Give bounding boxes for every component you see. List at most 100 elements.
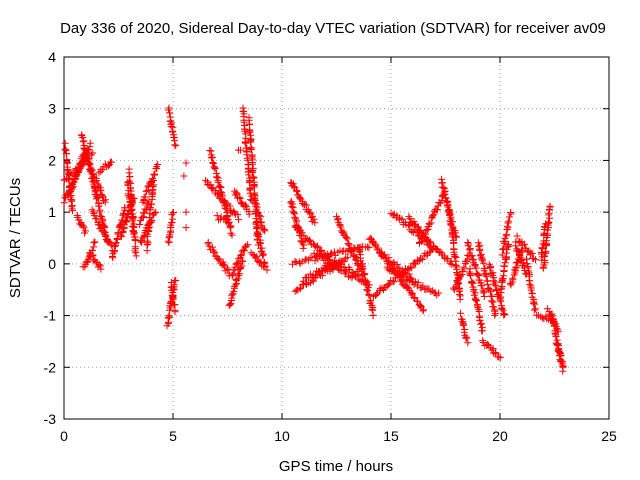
data-point	[414, 279, 422, 287]
data-point	[314, 250, 322, 258]
data-point	[472, 297, 480, 305]
data-point	[496, 354, 504, 362]
data-point	[444, 201, 452, 209]
data-point	[253, 229, 261, 237]
data-point	[95, 260, 103, 268]
data-point	[503, 222, 511, 230]
data-point	[69, 179, 77, 187]
data-point	[361, 277, 369, 285]
data-point	[121, 204, 129, 212]
x-tick-label: 25	[601, 428, 617, 444]
x-tick-label: 5	[169, 428, 177, 444]
data-point	[351, 272, 359, 280]
data-point	[132, 249, 140, 257]
data-point	[254, 208, 262, 216]
data-point	[364, 284, 372, 292]
data-point	[316, 250, 324, 258]
data-point	[101, 233, 109, 241]
data-point	[459, 321, 467, 329]
data-point	[67, 196, 75, 204]
data-point	[399, 272, 407, 280]
data-point	[290, 210, 298, 218]
data-point	[129, 215, 137, 223]
data-point	[489, 277, 497, 285]
data-point	[180, 172, 188, 180]
data-point	[453, 278, 461, 286]
y-axis-label: SDTVAR / TECUs	[7, 178, 24, 298]
data-point	[557, 356, 565, 364]
data-point	[209, 158, 217, 166]
data-point	[311, 219, 319, 227]
data-point	[414, 297, 422, 305]
data-point	[553, 340, 561, 348]
data-point	[299, 277, 307, 285]
data-point	[480, 292, 488, 300]
data-point	[138, 214, 146, 222]
data-point	[500, 311, 508, 319]
data-point	[424, 237, 432, 245]
data-point	[232, 277, 240, 285]
data-point	[405, 270, 413, 278]
data-point	[65, 176, 73, 184]
data-point	[234, 211, 242, 219]
data-point	[425, 220, 433, 228]
data-point	[483, 340, 491, 348]
data-point	[86, 160, 94, 168]
data-point	[131, 237, 139, 245]
data-point	[427, 219, 435, 227]
x-tick-label: 20	[492, 428, 508, 444]
data-point	[446, 211, 454, 219]
data-point	[238, 251, 246, 259]
data-point	[253, 203, 261, 211]
data-point	[140, 232, 148, 240]
data-point	[491, 278, 499, 286]
data-point	[456, 309, 464, 317]
data-point	[364, 243, 372, 251]
data-point	[433, 206, 441, 214]
data-point	[131, 247, 139, 255]
data-point	[167, 123, 175, 131]
data-point	[303, 280, 311, 288]
data-point	[523, 260, 531, 268]
plot-frame	[63, 56, 610, 420]
data-point	[143, 187, 151, 195]
data-point	[64, 167, 72, 175]
data-point	[373, 290, 381, 298]
data-point	[484, 281, 492, 289]
data-point	[419, 231, 427, 239]
data-point	[407, 263, 415, 271]
data-point	[543, 305, 551, 313]
data-point	[82, 154, 90, 162]
data-point	[395, 264, 403, 272]
data-point	[249, 250, 257, 258]
x-axis-label: GPS time / hours	[279, 458, 393, 475]
data-point	[204, 239, 212, 247]
data-point	[146, 205, 154, 213]
data-point	[556, 349, 564, 357]
data-point	[327, 250, 335, 258]
data-point	[251, 194, 259, 202]
data-point	[441, 191, 449, 199]
data-point	[208, 243, 216, 251]
data-point	[390, 267, 398, 275]
data-point	[427, 288, 435, 296]
data-point	[478, 327, 486, 335]
data-point	[250, 183, 258, 191]
x-tick-label: 0	[60, 428, 68, 444]
data-point	[456, 295, 464, 303]
data-point	[343, 253, 351, 261]
data-point	[167, 283, 175, 291]
data-point	[445, 207, 453, 215]
data-point	[486, 263, 494, 271]
data-point	[230, 207, 238, 215]
data-point	[97, 265, 105, 273]
data-point	[498, 276, 506, 284]
data-point	[164, 237, 172, 245]
data-point	[524, 264, 532, 272]
data-point	[182, 159, 190, 167]
data-point	[430, 210, 438, 218]
data-point	[259, 250, 267, 258]
data-point	[68, 184, 76, 192]
data-point	[360, 271, 368, 279]
data-point	[495, 353, 503, 361]
